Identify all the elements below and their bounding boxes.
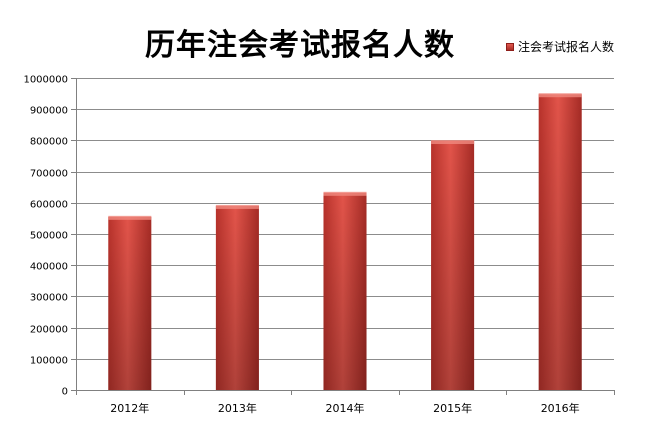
y-tick-label: 800000	[30, 137, 68, 148]
bar-cap	[323, 191, 367, 196]
y-tick-label: 100000	[30, 356, 68, 367]
legend: 注会考试报名人数	[506, 38, 614, 55]
bar-cap	[215, 204, 259, 209]
y-tick-label: 1000000	[23, 75, 68, 86]
bar-shade	[215, 205, 259, 390]
x-tick-label: 2015年	[433, 401, 472, 415]
bar-shade	[108, 216, 152, 390]
bar-cap	[431, 140, 475, 145]
y-tick-label: 500000	[30, 231, 68, 242]
y-tick-label: 200000	[30, 325, 68, 336]
y-tick-label: 900000	[30, 106, 68, 117]
chart-title: 历年注会考试报名人数	[145, 28, 455, 63]
y-tick-label: 400000	[30, 262, 68, 273]
bar-cap	[538, 93, 582, 98]
bar-cap	[108, 215, 152, 220]
bar-shade	[431, 141, 475, 390]
bar-shade	[323, 192, 367, 390]
y-tick-label: 600000	[30, 200, 68, 211]
y-tick-label: 700000	[30, 169, 68, 180]
legend-label: 注会考试报名人数	[518, 40, 615, 54]
y-tick-label: 0	[62, 387, 68, 398]
x-tick-label: 2014年	[326, 401, 365, 415]
bar-shade	[538, 94, 582, 390]
x-tick-label: 2012年	[110, 401, 149, 415]
legend-swatch	[506, 42, 514, 51]
x-tick-label: 2016年	[541, 401, 580, 415]
x-tick-label: 2013年	[218, 401, 257, 415]
y-tick-label: 300000	[30, 293, 68, 304]
